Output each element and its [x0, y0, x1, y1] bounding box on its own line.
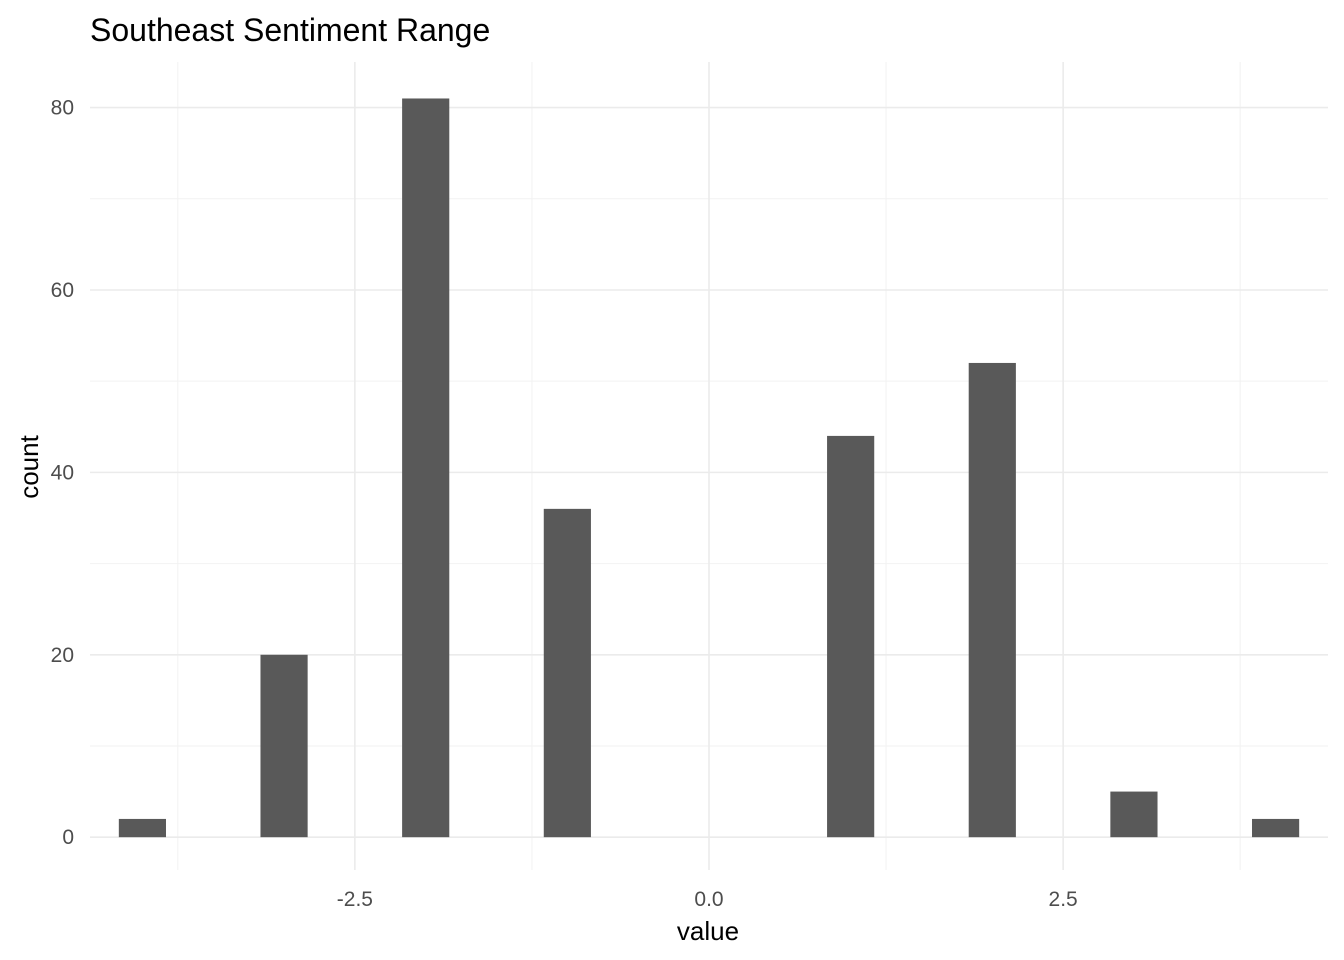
- x-axis-title: value: [677, 916, 739, 946]
- y-tick-label: 40: [51, 461, 74, 484]
- x-tick-label: -2.5: [337, 888, 373, 911]
- chart-title: Southeast Sentiment Range: [90, 12, 490, 48]
- tick-labels: 0 20 40 60 80 -2.5 0.0 2.5: [51, 97, 1078, 911]
- grid-lines: [90, 62, 1328, 870]
- y-tick-label: 0: [62, 826, 74, 849]
- histogram-bar: [1110, 791, 1158, 838]
- bars: [118, 98, 1300, 838]
- y-tick-label: 60: [51, 279, 74, 302]
- x-tick-label: 0.0: [694, 888, 723, 911]
- y-axis-title: count: [14, 434, 44, 498]
- histogram-bar: [1252, 818, 1300, 838]
- histogram-bar: [402, 98, 450, 838]
- y-tick-label: 80: [51, 97, 74, 120]
- y-tick-label: 20: [51, 644, 74, 667]
- histogram-bar: [118, 818, 166, 838]
- histogram-bar: [260, 654, 308, 838]
- histogram-bar: [543, 508, 591, 838]
- histogram-bar: [827, 435, 875, 838]
- x-tick-label: 2.5: [1049, 888, 1078, 911]
- histogram-bar: [968, 362, 1016, 838]
